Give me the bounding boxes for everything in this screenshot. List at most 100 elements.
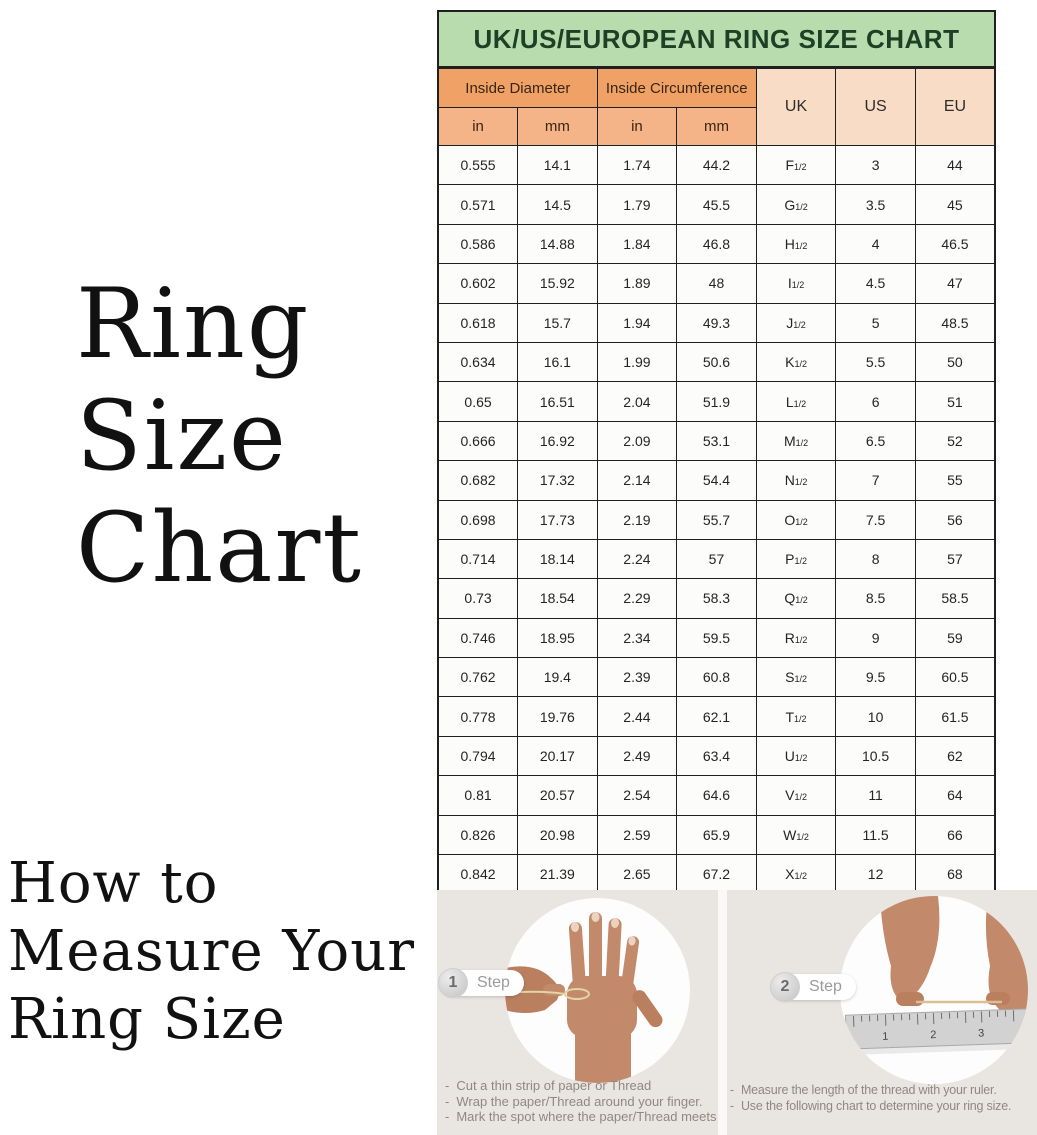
- ruler: 1 2 3: [844, 1008, 1028, 1056]
- uk-size-fraction: 1/2: [794, 240, 808, 251]
- cell-uk-size: W1/2: [755, 814, 837, 856]
- cell-uk-size: J1/2: [755, 302, 837, 343]
- bullet-dash: -: [445, 1093, 450, 1109]
- cell-uk-size: S1/2: [755, 657, 837, 698]
- cell-diameter-in: 0.682: [437, 460, 519, 501]
- cell-uk-size: H1/2: [755, 223, 837, 265]
- cell-us-size: 6.5: [835, 420, 916, 462]
- instruction-text: Cut a thin strip of paper or Thread: [456, 1078, 652, 1093]
- cell-circumference-in: 1.79: [596, 184, 678, 225]
- cell-circumference-mm: 54.4: [676, 460, 757, 501]
- table-row: 0.666 16.92 2.09 53.1 M1/2 6.5 52: [437, 420, 996, 462]
- cell-us-size: 8.5: [835, 578, 916, 619]
- cell-diameter-mm: 17.73: [517, 499, 598, 540]
- howto-heading-line: Ring Size: [8, 987, 286, 1052]
- col-header-eu: EU: [914, 67, 996, 146]
- cell-circumference-in: 1.94: [596, 302, 678, 343]
- cell-uk-size: Q1/2: [755, 578, 837, 619]
- cell-uk-size: N1/2: [755, 460, 837, 501]
- table-row: 0.555 14.1 1.74 44.2 F1/2 3 44: [437, 144, 996, 186]
- cell-us-size: 12: [835, 854, 916, 895]
- cell-uk-size: K1/2: [755, 341, 837, 383]
- cell-diameter-mm: 16.1: [517, 341, 598, 383]
- cell-circumference-in: 2.09: [596, 420, 678, 462]
- cell-diameter-in: 0.555: [437, 144, 519, 186]
- cell-diameter-mm: 19.76: [517, 696, 598, 737]
- col-header-uk: UK: [755, 67, 837, 146]
- cell-circumference-mm: 53.1: [676, 420, 757, 462]
- measure-with-ruler-photo: 1 2 3: [840, 896, 1028, 1084]
- cell-us-size: 8: [835, 538, 916, 580]
- cell-uk-size: I1/2: [755, 263, 837, 304]
- cell-circumference-mm: 46.8: [676, 223, 757, 265]
- cell-circumference-in: 2.59: [596, 814, 678, 856]
- cell-circumference-in: 2.34: [596, 617, 678, 659]
- cell-us-size: 7: [835, 460, 916, 501]
- step1-badge: 1 Step: [438, 968, 524, 998]
- cell-circumference-in: 2.14: [596, 460, 678, 501]
- cell-us-size: 9: [835, 617, 916, 659]
- cell-diameter-mm: 16.92: [517, 420, 598, 462]
- cell-eu-size: 48.5: [914, 302, 996, 343]
- cell-circumference-in: 1.74: [596, 144, 678, 186]
- cell-us-size: 10.5: [835, 735, 916, 777]
- cell-eu-size: 61.5: [914, 696, 996, 737]
- cell-diameter-mm: 14.1: [517, 144, 598, 186]
- unit-header: in: [437, 107, 519, 146]
- instruction-line: - Mark the spot where the paper/Thread m…: [445, 1109, 716, 1125]
- uk-size-fraction: 1/2: [794, 634, 808, 645]
- uk-size-fraction: 1/2: [794, 753, 808, 764]
- cell-circumference-mm: 67.2: [676, 854, 757, 895]
- cell-us-size: 6: [835, 381, 916, 422]
- cell-uk-size: P1/2: [755, 538, 837, 580]
- uk-size-fraction: 1/2: [794, 162, 807, 173]
- cell-uk-size: T1/2: [755, 696, 837, 737]
- cell-diameter-in: 0.698: [437, 499, 519, 540]
- cell-diameter-mm: 20.57: [517, 775, 598, 816]
- uk-size-letter: G: [784, 196, 796, 213]
- cell-circumference-in: 2.04: [596, 381, 678, 422]
- uk-size-fraction: 1/2: [794, 477, 808, 488]
- cell-us-size: 11: [835, 775, 916, 816]
- cell-circumference-in: 1.84: [596, 223, 678, 265]
- unit-header: mm: [517, 107, 598, 146]
- table-row: 0.826 20.98 2.59 65.9 W1/2 11.5 66: [437, 814, 996, 856]
- cell-diameter-mm: 14.5: [517, 184, 598, 225]
- cell-circumference-in: 2.54: [596, 775, 678, 816]
- table-row: 0.842 21.39 2.65 67.2 X1/2 12 68: [437, 854, 996, 895]
- cell-eu-size: 46.5: [914, 223, 996, 265]
- cell-circumference-mm: 57: [676, 538, 757, 580]
- cell-us-size: 4.5: [835, 263, 916, 304]
- bullet-dash: -: [730, 1098, 734, 1113]
- uk-size-fraction: 1/2: [794, 556, 807, 567]
- cell-uk-size: G1/2: [755, 184, 837, 225]
- uk-size-letter: W: [783, 826, 797, 843]
- uk-size-fraction: 1/2: [796, 831, 809, 842]
- cell-uk-size: O1/2: [755, 499, 837, 540]
- uk-size-fraction: 1/2: [794, 713, 807, 724]
- cell-circumference-in: 2.19: [596, 499, 678, 540]
- table-row: 0.602 15.92 1.89 48 I1/2 4.5 47: [437, 263, 996, 304]
- cell-uk-size: L1/2: [755, 381, 837, 422]
- uk-size-fraction: 1/2: [794, 871, 807, 882]
- cell-us-size: 3.5: [835, 184, 916, 225]
- cell-diameter-mm: 21.39: [517, 854, 598, 895]
- cell-circumference-in: 2.24: [596, 538, 678, 580]
- uk-size-letter: R: [784, 629, 795, 646]
- instruction-line: - Cut a thin strip of paper or Thread: [445, 1078, 716, 1094]
- table-row: 0.682 17.32 2.14 54.4 N1/2 7 55: [437, 460, 996, 501]
- cell-eu-size: 68: [914, 854, 996, 895]
- table-row: 0.73 18.54 2.29 58.3 Q1/2 8.5 58.5: [437, 578, 996, 619]
- uk-size-fraction: 1/2: [795, 437, 809, 448]
- cell-eu-size: 47: [914, 263, 996, 304]
- uk-size-fraction: 1/2: [794, 674, 807, 685]
- step1-label: Step: [477, 974, 510, 991]
- cell-us-size: 7.5: [835, 499, 916, 540]
- table-row: 0.762 19.4 2.39 60.8 S1/2 9.5 60.5: [437, 657, 996, 698]
- table-row: 0.586 14.88 1.84 46.8 H1/2 4 46.5: [437, 223, 996, 265]
- cell-diameter-in: 0.65: [437, 381, 519, 422]
- table-row: 0.778 19.76 2.44 62.1 T1/2 10 61.5: [437, 696, 996, 737]
- cell-uk-size: U1/2: [755, 735, 837, 777]
- ring-size-chart: UK/US/EUROPEAN RING SIZE CHART Inside Di…: [437, 10, 996, 896]
- bullet-dash: -: [445, 1078, 450, 1093]
